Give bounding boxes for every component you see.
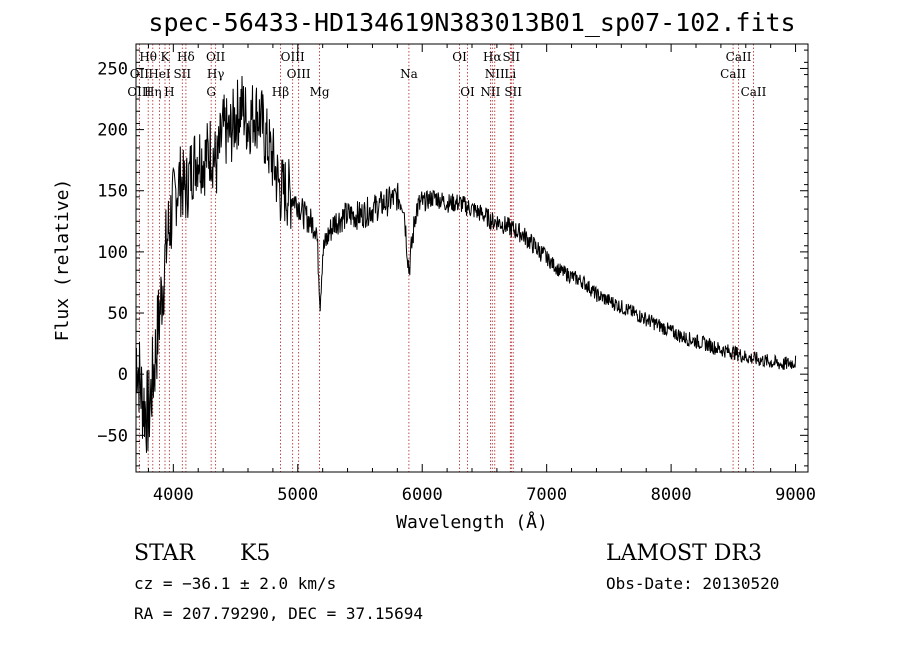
line-label: OI	[452, 50, 467, 64]
observation-date: Obs-Date: 20130520	[606, 574, 779, 593]
x-axis-label: Wavelength (Å)	[396, 511, 548, 533]
line-label: OIII	[287, 67, 311, 81]
line-label: NII	[485, 67, 505, 81]
spectral-line-markers	[138, 44, 754, 472]
line-label: Hδ	[177, 50, 195, 64]
line-label: Hθ	[139, 50, 157, 64]
coordinates: RA = 207.79290, DEC = 37.15694	[134, 604, 423, 623]
y-axis-ticks: −50 0 50 100 150 200 250	[97, 49, 808, 467]
line-label: OII	[206, 50, 226, 64]
line-label: SII	[504, 85, 522, 99]
line-label: SII	[173, 67, 191, 81]
y-tick-label: 250	[97, 59, 128, 79]
x-tick-label: 8000	[651, 485, 692, 505]
line-label: HeI	[148, 67, 171, 81]
x-tick-label: 5000	[277, 485, 318, 505]
line-label: SII	[502, 50, 520, 64]
y-tick-label: −50	[97, 426, 128, 446]
line-label: CaII	[726, 50, 752, 64]
x-axis-ticks: 4000 5000 6000 7000 8000 9000	[147, 44, 816, 505]
y-tick-label: 200	[97, 121, 128, 141]
chart-title: spec-56433-HD134619N383013B01_sp07-102.f…	[148, 8, 795, 37]
x-tick-label: 4000	[153, 485, 194, 505]
line-label: NII	[480, 85, 500, 99]
line-label: OII	[130, 67, 150, 81]
object-class: STAR	[134, 541, 196, 566]
object-subclass: K5	[240, 541, 270, 566]
y-tick-label: 0	[118, 365, 128, 385]
line-label: K	[161, 50, 171, 64]
line-label: G	[206, 85, 216, 99]
line-label: OI	[460, 85, 475, 99]
line-label: Na	[400, 67, 418, 81]
y-tick-label: 100	[97, 243, 128, 263]
line-label: Hβ	[272, 85, 289, 99]
x-tick-label: 7000	[526, 485, 567, 505]
line-label: Mg	[310, 85, 330, 99]
line-label: CaII	[741, 85, 767, 99]
spectrum-line	[135, 75, 797, 453]
y-tick-label: 150	[97, 182, 128, 202]
line-label: Li	[504, 67, 516, 81]
line-label: CaII	[720, 67, 746, 81]
spectrum-series	[135, 75, 797, 453]
line-label: Hη	[144, 85, 162, 99]
line-label: OIII	[127, 85, 151, 99]
y-tick-label: 50	[108, 304, 128, 324]
x-tick-label: 9000	[775, 485, 816, 505]
line-label: H	[164, 85, 174, 99]
line-label: Hγ	[207, 67, 225, 81]
y-axis-label: Flux (relative)	[52, 179, 73, 342]
survey-name: LAMOST DR3	[606, 541, 762, 566]
x-tick-label: 6000	[402, 485, 443, 505]
line-label: OIII	[281, 50, 305, 64]
line-label: Hα	[483, 50, 502, 64]
redshift-velocity: cz = −36.1 ± 2.0 km/s	[134, 574, 336, 593]
